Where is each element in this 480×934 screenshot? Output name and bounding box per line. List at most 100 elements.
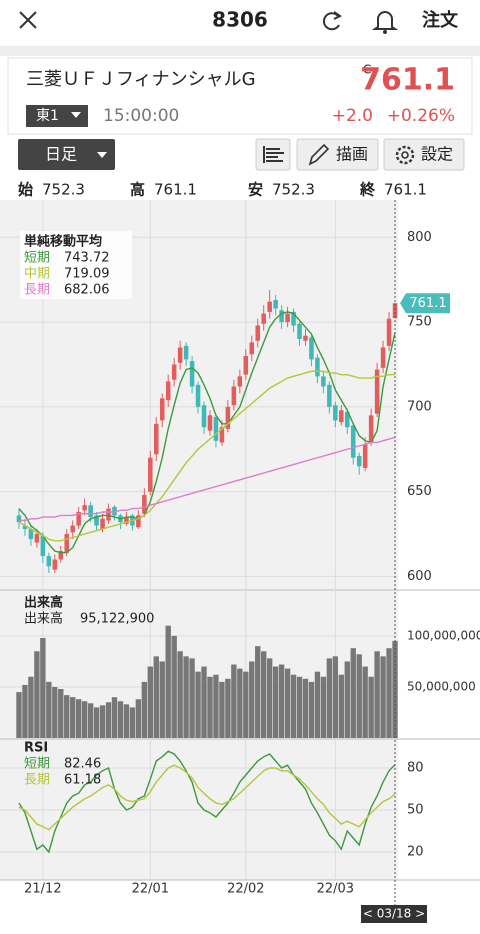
candle-body <box>136 515 141 528</box>
volume-bar <box>165 625 171 738</box>
candle-body <box>297 323 302 340</box>
x-tick-label: 22/03 <box>317 882 354 897</box>
volume-bar <box>255 646 261 738</box>
y-tick-label: 80 <box>407 761 424 776</box>
candle-body <box>28 528 34 540</box>
volume-bar <box>93 707 100 738</box>
cursor-label-box <box>361 905 428 923</box>
volume-bar <box>70 697 76 738</box>
line-series <box>18 750 396 854</box>
volume-bar <box>22 684 28 738</box>
candle-body <box>183 345 189 360</box>
y-tick-label: 600 <box>407 569 432 584</box>
line-series <box>18 370 396 542</box>
volume-bar <box>231 664 237 738</box>
candle-body <box>213 417 219 441</box>
candle-body <box>34 534 40 543</box>
volume-bar <box>129 707 136 738</box>
legend-name: 長期 <box>24 283 50 298</box>
settings-label: 設定 <box>421 145 453 164</box>
legend-value: 95,122,900 <box>80 612 154 627</box>
legend-value: 61.18 <box>64 773 101 788</box>
volume-bar <box>99 705 106 738</box>
refresh-button[interactable] <box>322 11 342 31</box>
volume-bar <box>177 651 183 738</box>
volume-bar <box>16 692 22 738</box>
market-label: 東1 <box>36 108 59 124</box>
volume-bar <box>64 695 70 738</box>
indicator-icon <box>263 146 284 163</box>
legend-name: 長期 <box>24 773 50 788</box>
candle-body <box>195 384 201 407</box>
volume-bar <box>296 676 303 738</box>
candle-body <box>386 318 392 346</box>
volume-bar <box>326 658 333 738</box>
volume-bar <box>290 674 297 738</box>
volume-bar <box>75 699 82 738</box>
volume-bar <box>159 661 165 738</box>
candle-body <box>392 303 398 319</box>
candle-body <box>309 337 314 360</box>
volume-bar <box>123 704 130 738</box>
dropdown-arrow <box>97 152 107 158</box>
candle-body <box>40 535 46 557</box>
legend-title: 出来高 <box>24 595 63 611</box>
bell-button[interactable] <box>371 11 399 34</box>
draw-label: 描画 <box>336 145 368 164</box>
legend-value: 743.72 <box>64 251 110 266</box>
volume-bar <box>219 681 225 738</box>
candle-body <box>201 405 207 428</box>
volume-bar <box>171 635 177 738</box>
candle-body <box>362 444 368 468</box>
legend-box <box>20 231 132 299</box>
stock-name: 三菱ＵＦＪフィナンシャルG <box>26 69 256 90</box>
x-tick-label: 21/12 <box>24 882 61 897</box>
volume-bar <box>308 681 315 738</box>
y-tick-label: 750 <box>407 315 432 330</box>
order-button[interactable]: 注文 <box>422 9 459 31</box>
volume-bar <box>183 656 189 738</box>
volume-bar <box>284 668 291 738</box>
draw-button[interactable] <box>296 138 379 171</box>
candle-body <box>231 386 237 406</box>
close-mark: C <box>363 63 371 77</box>
volume-bar <box>58 689 64 738</box>
candle-body <box>189 361 195 387</box>
close-button[interactable] <box>19 11 37 29</box>
candle-body <box>237 376 243 387</box>
volume-bar <box>207 676 213 738</box>
y-tick-label: 50,000,000 <box>407 679 476 693</box>
legend-title: RSI <box>24 741 48 756</box>
legend-title: 単純移動平均 <box>24 234 102 250</box>
volume-bar <box>195 671 201 738</box>
candle-body <box>171 364 177 380</box>
ohlc-label: 始 <box>18 181 33 199</box>
volume-bar <box>135 699 142 738</box>
candle-body <box>64 534 70 553</box>
candle-body <box>243 356 249 375</box>
candle-body <box>368 415 374 443</box>
period-label: 日足 <box>45 145 77 164</box>
y-tick-label: 20 <box>407 845 424 860</box>
volume-bar <box>302 678 309 738</box>
indicator-button[interactable] <box>255 138 291 171</box>
line-series <box>18 764 396 831</box>
volume-bar <box>386 648 392 738</box>
candle-body <box>100 518 105 529</box>
volume-bar <box>278 664 285 738</box>
legend-name: 短期 <box>24 757 50 772</box>
candle-body <box>16 515 22 523</box>
candle-body <box>22 525 28 529</box>
pencil-icon <box>308 143 330 166</box>
candle-body <box>267 301 272 312</box>
market-select[interactable] <box>26 105 88 127</box>
legend-name: 短期 <box>24 251 50 266</box>
volume-bar <box>368 676 374 738</box>
candle-body <box>273 300 278 309</box>
trade-time: 15:00:00 <box>103 106 179 126</box>
volume-bar <box>332 656 339 738</box>
y-tick-label: 50 <box>407 803 424 818</box>
period-select[interactable] <box>18 139 115 170</box>
candle-body <box>249 342 255 355</box>
volume-bar <box>362 666 368 738</box>
